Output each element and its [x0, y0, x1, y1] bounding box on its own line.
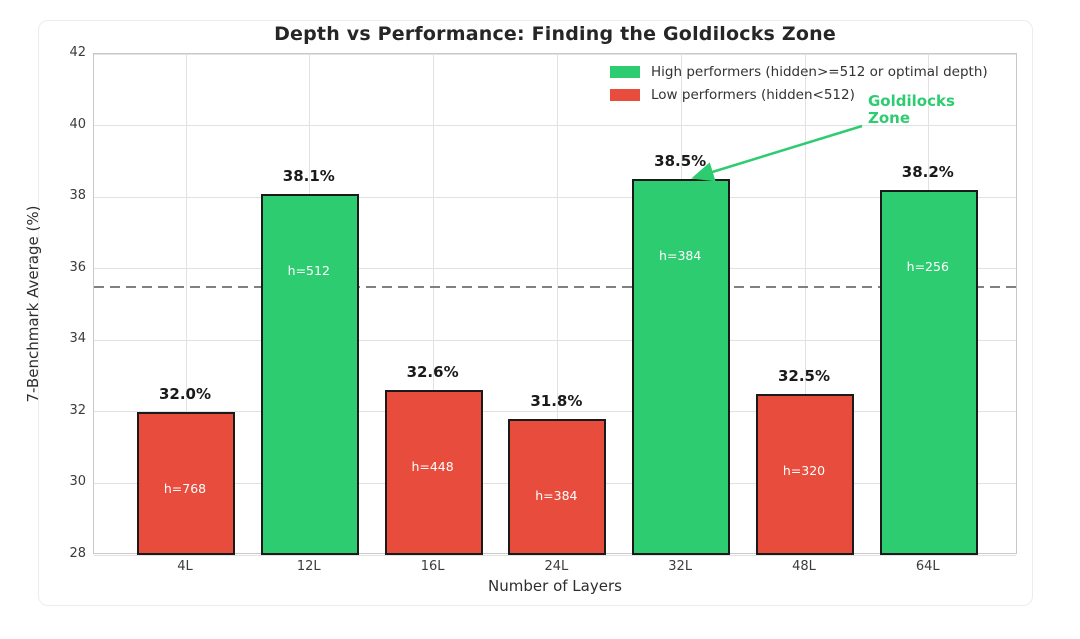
legend-label-low: Low performers (hidden<512) [651, 87, 855, 103]
bar-hidden-size-label-64L: h=256 [906, 258, 949, 274]
bar-hidden-size-label-32L: h=384 [659, 248, 702, 264]
bar-16L [384, 390, 483, 555]
bar-value-label-16L: 32.6% [406, 363, 459, 382]
legend-label-high: High performers (hidden>=512 or optimal … [651, 64, 988, 80]
bar-48L [756, 393, 854, 555]
y-tick-label: 30 [69, 474, 86, 490]
bar-value-label-64L: 38.2% [901, 162, 954, 181]
x-axis-label: Number of Layers [488, 577, 622, 595]
bar-value-label-12L: 38.1% [282, 166, 335, 185]
plot-area [93, 53, 1018, 556]
gridline-horizontal [94, 554, 1016, 556]
y-tick-label: 34 [69, 331, 86, 347]
gridline-horizontal [94, 411, 1016, 413]
legend-swatch-high [610, 66, 640, 78]
gridline-horizontal [94, 196, 1016, 198]
y-tick-label: 28 [69, 546, 86, 561]
bar-4L [137, 411, 235, 555]
y-tick-label: 32 [69, 402, 86, 418]
gridline-vertical [433, 54, 435, 553]
y-tick-label: 36 [69, 259, 86, 275]
y-tick-label: 42 [69, 45, 86, 60]
gridline-horizontal [94, 125, 1016, 127]
bar-hidden-size-label-16L: h=448 [411, 459, 454, 475]
x-tick-label-4L: 4L [177, 559, 193, 574]
gridline-horizontal [94, 268, 1016, 270]
gridline-horizontal [94, 339, 1016, 341]
goldilocks-annotation: Goldilocks Zone [868, 92, 955, 127]
bar-value-label-32L: 38.5% [654, 152, 707, 171]
bar-12L [260, 193, 359, 555]
y-axis-label: 7-Benchmark Average (%) [24, 205, 42, 403]
x-tick-label-32L: 32L [668, 559, 693, 574]
threshold-dashed-line [94, 285, 1018, 288]
x-tick-label-64L: 64L [915, 559, 940, 574]
gridline-horizontal [94, 53, 1016, 55]
bar-value-label-4L: 32.0% [158, 384, 212, 403]
x-tick-label-48L: 48L [792, 559, 816, 574]
x-tick-label-12L: 12L [296, 559, 321, 574]
bar-hidden-size-label-12L: h=512 [287, 262, 330, 278]
bar-64L [879, 189, 978, 555]
chart-title: Depth vs Performance: Finding the Goldil… [274, 23, 836, 45]
bar-hidden-size-label-48L: h=320 [782, 462, 826, 478]
bar-value-label-48L: 32.5% [777, 366, 831, 385]
gridline-vertical [185, 54, 187, 553]
gridline-vertical [804, 54, 806, 553]
legend-swatch-low [610, 89, 640, 101]
bar-hidden-size-label-24L: h=384 [535, 488, 578, 503]
y-tick-label: 40 [69, 116, 86, 132]
x-tick-label-24L: 24L [544, 559, 569, 574]
bar-value-label-24L: 31.8% [530, 392, 583, 410]
y-tick-label: 38 [69, 188, 86, 204]
gridline-vertical [556, 54, 558, 553]
bar-32L [632, 179, 731, 555]
x-tick-label-16L: 16L [420, 559, 445, 574]
legend-entry-high: High performers (hidden>=512 or optimal … [610, 64, 988, 80]
bar-hidden-size-label-4L: h=768 [163, 480, 207, 496]
legend-entry-low: Low performers (hidden<512) [610, 87, 855, 103]
bar-24L [508, 419, 607, 555]
